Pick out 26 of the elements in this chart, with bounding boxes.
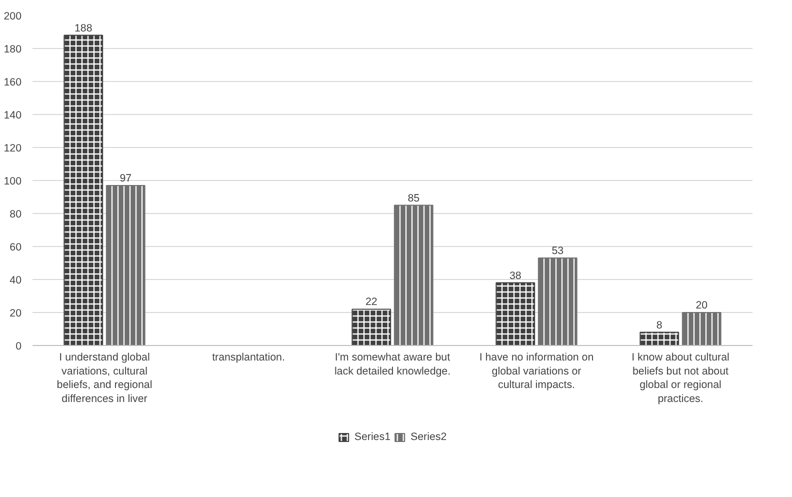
data-label: 53	[552, 245, 564, 258]
data-label: 85	[408, 192, 420, 204]
y-tick-label: 120	[4, 142, 22, 154]
data-label: 97	[120, 172, 132, 184]
y-tick-label: 180	[4, 44, 22, 56]
y-tick-label: 0	[16, 340, 22, 352]
y-tick-label: 20	[10, 308, 22, 320]
x-tick-label: I'm somewhat aware but lack detailed knowledge.	[334, 352, 451, 378]
legend-label: Series1	[354, 431, 390, 443]
x-tick-label: I understand global variations, cultural beliefs, and regional differences in liver	[56, 352, 152, 405]
y-tick-label: 140	[4, 110, 22, 122]
y-tick-label: 40	[10, 274, 22, 286]
x-tick-label: I know about cultural beliefs but not about global or regional practices.	[632, 352, 730, 405]
data-label: 20	[696, 300, 708, 312]
data-label: 188	[74, 22, 92, 34]
y-tick-label: 160	[4, 76, 22, 88]
data-label: 38	[509, 270, 522, 282]
y-tick-label: 80	[10, 208, 22, 220]
x-tick-label: transplantation.	[212, 352, 285, 364]
y-tick-label: 200	[4, 10, 22, 22]
legend-label: Series2	[410, 431, 447, 443]
y-tick-label: 60	[10, 242, 22, 254]
x-tick-label: I have no information on global variations or cultural impacts.	[479, 352, 594, 392]
data-label: 22	[365, 296, 378, 308]
y-tick-label: 100	[4, 176, 22, 188]
data-label: 8	[656, 319, 662, 332]
